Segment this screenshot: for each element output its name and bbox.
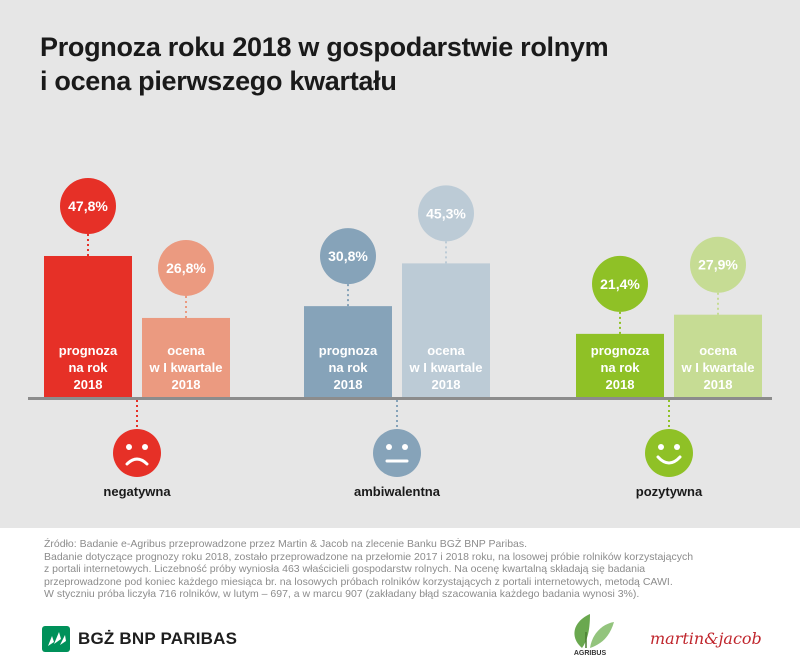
- neutral-face-icon: [373, 429, 421, 477]
- source-line: Badanie dotyczące prognozy roku 2018, zo…: [44, 550, 694, 563]
- data-label: 26,8%: [166, 260, 206, 276]
- face-eye: [126, 444, 132, 450]
- face-eye: [142, 444, 148, 450]
- face-mouth: [656, 455, 682, 465]
- face-eye: [402, 444, 408, 450]
- chart-title: Prognoza roku 2018 w gospodarstwie rolny…: [40, 30, 740, 98]
- value-bubble: [320, 228, 376, 285]
- category-label: negatywna: [103, 484, 171, 499]
- bnp-stars-icon: [42, 626, 70, 652]
- bar-label: na rok: [328, 360, 368, 375]
- category-label: pozytywna: [636, 484, 703, 499]
- bar: [576, 333, 664, 397]
- bar-label: w I kwartale: [409, 360, 483, 375]
- agribus-logo-text: AGRIBUS: [573, 650, 607, 657]
- value-bubble: [418, 185, 474, 242]
- source-note: Źródło: Badanie e-Agribus przeprowadzone…: [44, 538, 764, 601]
- category-label: ambiwalentna: [354, 484, 441, 499]
- face-mouth: [125, 457, 149, 466]
- title-line-1: Prognoza roku 2018 w gospodarstwie rolny…: [40, 32, 609, 62]
- bar-label: na rok: [600, 360, 640, 375]
- value-bubble: [690, 236, 746, 293]
- agribus-logo: AGRIBUS: [560, 610, 620, 662]
- bar-label: 2018: [172, 377, 201, 392]
- value-bubble: [158, 239, 214, 296]
- bar-label: prognoza: [591, 343, 650, 358]
- data-label: 45,3%: [426, 205, 466, 221]
- happy-face-icon: [645, 429, 693, 477]
- data-label: 47,8%: [68, 198, 108, 214]
- face-eye: [658, 444, 664, 450]
- bnp-paribas-logo: BGŻ BNP PARIBAS: [42, 626, 237, 652]
- bar-label: ocena: [167, 343, 205, 358]
- bar-label: 2018: [704, 377, 733, 392]
- bar: [142, 317, 230, 397]
- leaf-icon: [574, 614, 614, 648]
- chart-area: 47,8% prognoza na rok 2018 26,8% ocena w I kwa…: [28, 177, 772, 499]
- data-label: 30,8%: [328, 248, 368, 264]
- source-line: Źródło: Badanie e-Agribus przeprowadzone…: [44, 538, 528, 550]
- bar: [402, 263, 490, 397]
- face-eye: [674, 444, 680, 450]
- bar-label: prognoza: [319, 343, 378, 358]
- bar-label: 2018: [432, 377, 461, 392]
- bar-label: 2018: [334, 377, 363, 392]
- bar-label: w I kwartale: [681, 360, 755, 375]
- bnp-logo-text: BGŻ BNP PARIBAS: [78, 629, 238, 648]
- bar: [44, 255, 132, 397]
- bar: [674, 314, 762, 397]
- source-line: przeprowadzone pod koniec każdego miesią…: [44, 575, 673, 588]
- source-line: W styczniu próba liczyła 716 rolników, w…: [44, 588, 640, 600]
- face-eye: [386, 444, 392, 450]
- martin-jacob-logo-text: martin&jacob: [650, 629, 762, 648]
- bar-label: 2018: [606, 377, 635, 392]
- source-line: z portali internetowych. Liczebność prób…: [44, 563, 646, 575]
- sad-face-icon: [113, 429, 161, 477]
- bar-label: ocena: [699, 343, 737, 358]
- value-bubble: [60, 177, 116, 234]
- footer: Źródło: Badanie e-Agribus przeprowadzone…: [0, 528, 800, 670]
- martin-jacob-logo: martin&jacob: [650, 629, 762, 648]
- bar: [304, 306, 392, 397]
- data-label: 27,9%: [698, 257, 738, 273]
- value-bubble: [592, 255, 648, 312]
- bar-label: 2018: [74, 377, 103, 392]
- bar-label: prognoza: [59, 343, 118, 358]
- bar-label: w I kwartale: [149, 360, 223, 375]
- bar-label: ocena: [427, 343, 465, 358]
- bar-label: na rok: [68, 360, 108, 375]
- data-label: 21,4%: [600, 276, 640, 292]
- title-line-2: i ocena pierwszego kwartału: [40, 66, 397, 96]
